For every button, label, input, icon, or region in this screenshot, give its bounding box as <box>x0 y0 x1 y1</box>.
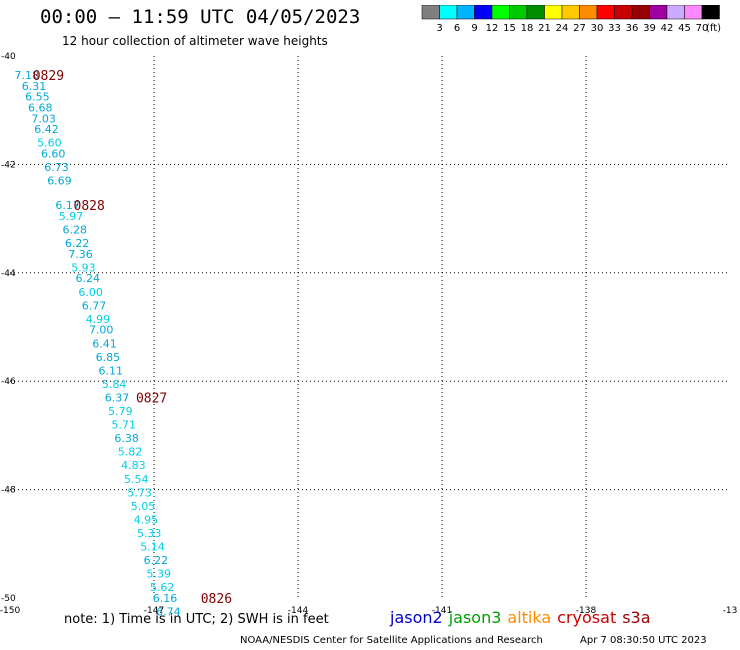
wave-height-map: -150 -147 -144 -141 -138 -13 -40 -42 -44 -46 -48 -5… <box>0 52 738 619</box>
legend-swatch <box>701 5 720 20</box>
y-tick-label: -44 <box>1 269 16 279</box>
wave-height-point: 6.17 <box>55 199 80 212</box>
footer-credit: NOAA/NESDIS Center for Satellite Applica… <box>240 635 543 646</box>
wave-height-point: 4.95 <box>134 513 159 526</box>
y-tick-label: -48 <box>1 486 16 496</box>
wave-height-point: 6.22 <box>144 554 169 567</box>
wave-height-point: 5.39 <box>147 568 172 581</box>
wave-height-point: 6.42 <box>34 123 59 136</box>
chart-subtitle: 12 hour collection of altimeter wave hei… <box>62 34 328 48</box>
wave-height-point: 6.68 <box>28 101 53 114</box>
satellite-s3a: s3a <box>622 608 651 627</box>
legend-level-label: 3 <box>436 23 442 34</box>
wave-height-point: 7.00 <box>89 324 114 337</box>
x-tick-label: -144 <box>288 606 309 616</box>
legend-level-label: 27 <box>573 23 586 34</box>
legend-level-label: 24 <box>556 23 569 34</box>
wave-height-point: 5.71 <box>112 419 137 432</box>
wave-height-point: 5.14 <box>140 541 165 554</box>
legend-level-label: 33 <box>608 23 621 34</box>
wave-height-point: 6.73 <box>44 161 69 174</box>
satellite-legend: jason2 jason3 altika cryosat s3a <box>390 608 657 627</box>
wave-height-point: 6.28 <box>63 223 88 236</box>
legend-level-label: 12 <box>486 23 499 34</box>
satellite-jason2: jason2 <box>390 608 443 627</box>
wave-height-point: 6.37 <box>105 391 130 404</box>
chart-title: 00:00 – 11:59 UTC 04/05/2023 <box>40 6 361 28</box>
legend-level-label: 42 <box>661 23 674 34</box>
legend-level-label: 70 <box>696 23 709 34</box>
time-label: 0827 <box>136 391 167 406</box>
time-label: 0826 <box>201 592 232 607</box>
x-tick-label: -150 <box>0 606 20 616</box>
wave-height-point: 6.38 <box>114 432 139 445</box>
wave-height-point: 6.55 <box>25 91 50 104</box>
wave-height-point: 6.24 <box>76 272 101 285</box>
time-label: 0829 <box>33 69 64 84</box>
legend-level-label: 30 <box>591 23 604 34</box>
satellite-cryosat: cryosat <box>557 608 617 627</box>
wave-height-point: 5.82 <box>118 446 143 459</box>
wave-height-point: 6.69 <box>47 175 72 188</box>
wave-height-point: 6.00 <box>78 286 103 299</box>
wave-height-point: 6.22 <box>65 237 90 250</box>
satellite-altika: altika <box>507 608 552 627</box>
wave-height-point: 5.97 <box>59 210 84 223</box>
legend-unit: (ft) <box>706 23 721 34</box>
wave-height-point: 6.16 <box>153 592 178 605</box>
wave-height-point: 5.62 <box>150 581 175 594</box>
y-tick-label: -46 <box>1 377 16 387</box>
legend-level-label: 36 <box>626 23 639 34</box>
wave-height-point: 6.11 <box>99 364 124 377</box>
legend-level-label: 18 <box>521 23 534 34</box>
wave-height-point: 5.93 <box>71 261 96 274</box>
y-tick-label: -40 <box>1 52 16 62</box>
y-tick-label: -42 <box>1 160 16 170</box>
legend-level-label: 39 <box>643 23 656 34</box>
wave-height-point: 6.74 <box>156 606 181 619</box>
x-tick-label: -13 <box>723 606 738 616</box>
wave-height-point: 5.54 <box>124 473 149 486</box>
wave-height-point: 4.99 <box>86 313 111 326</box>
wave-height-point: 4.83 <box>121 459 146 472</box>
wave-height-point: 5.05 <box>131 500 156 513</box>
color-legend: 3 6 9 12 15 18 21 24 27 30 33 36 39 42 45 70(ft) <box>421 5 721 34</box>
wave-height-point: 6.77 <box>82 299 107 312</box>
wave-height-point: 6.41 <box>92 337 117 350</box>
wave-height-point: 6.60 <box>41 148 66 161</box>
wave-height-point: 5.73 <box>127 486 152 499</box>
legend-level-label: 6 <box>454 23 460 34</box>
satellite-jason3: jason3 <box>448 608 502 627</box>
footer-timestamp: Apr 7 08:30:50 UTC 2023 <box>580 635 707 646</box>
x-tick-label: -141 <box>432 606 452 616</box>
legend-level-label: 21 <box>538 23 551 34</box>
wave-height-point: 5.84 <box>102 378 127 391</box>
wave-height-point: 7.18 <box>15 69 40 82</box>
wave-height-point: 7.03 <box>31 112 56 125</box>
y-tick-label: -50 <box>1 594 16 604</box>
wave-height-point: 7.36 <box>68 248 93 261</box>
time-label: 0828 <box>74 199 105 214</box>
wave-height-point: 6.85 <box>96 351 121 364</box>
legend-level-label: 45 <box>678 23 691 34</box>
wave-height-point: 6.31 <box>22 80 47 93</box>
note-text: note: 1) Time is in UTC; 2) SWH is in fe… <box>64 612 329 627</box>
legend-level-label: 9 <box>471 23 477 34</box>
x-tick-label: -138 <box>576 606 597 616</box>
wave-height-point: 5.33 <box>137 527 162 540</box>
wave-height-point: 5.79 <box>108 405 133 418</box>
legend-level-label: 15 <box>503 23 516 34</box>
x-tick-label: -147 <box>144 606 164 616</box>
wave-height-point: 5.60 <box>37 137 62 150</box>
